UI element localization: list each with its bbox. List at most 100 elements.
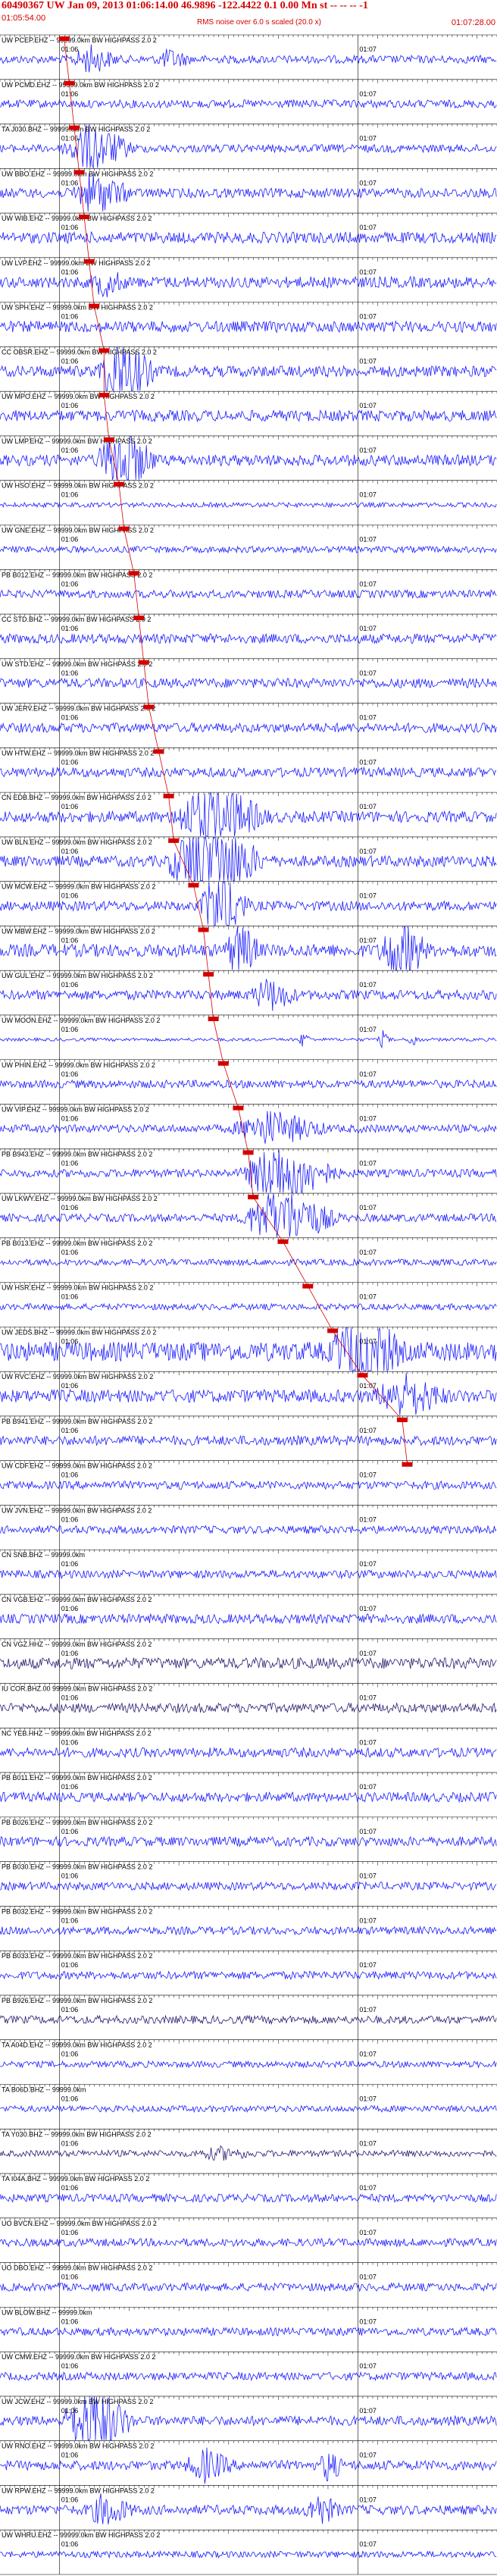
trace-row: PB B941.EHZ -- 99999.0km BW HIGHPASS 2.0…	[0, 1415, 497, 1446]
time-tick-label: 01:07	[359, 714, 377, 722]
trace-row: PB B033.EHZ -- 99999.0km BW HIGHPASS 2.0…	[0, 1950, 497, 1981]
waveform-line	[0, 501, 497, 509]
time-tick-label: 01:06	[61, 936, 79, 944]
time-tick-label: 01:06	[61, 714, 79, 722]
waveform-line	[0, 1970, 497, 1981]
trace-row: CN VGB.EHZ -- 99999.0km BW HIGHPASS 2.0 …	[0, 1594, 497, 1625]
trace-label: CC OBSR.EHZ -- 99999.0km BW HIGHPASS 2.0…	[2, 348, 157, 356]
trace-row: PB B026.EHZ -- 99999.0km BW HIGHPASS 2.0…	[0, 1816, 497, 1847]
time-tick-label: 01:06	[61, 1293, 79, 1301]
waveform-line	[0, 1372, 497, 1415]
time-tick-label: 01:06	[61, 224, 79, 231]
waveform-line	[0, 1926, 497, 1936]
trace-row: UW BLN.EHZ -- 99999.0km BW HIGHPASS 2.0 …	[0, 836, 497, 882]
waveform-line	[0, 1434, 497, 1446]
time-tick-label: 01:07	[359, 1204, 377, 1211]
waveform-line	[0, 1302, 497, 1312]
time-tick-label: 01:06	[61, 179, 79, 186]
time-tick-label: 01:07	[359, 447, 377, 454]
time-tick-label: 01:06	[61, 1427, 79, 1434]
trace-label: CC STD.BHZ -- 99999.0km BW HIGHPASS 2.0 …	[2, 616, 151, 623]
time-tick-label: 01:06	[61, 535, 79, 543]
trace-row: UW SPH.EHZ -- 99999.0km BW HIGHPASS 2.0 …	[0, 302, 497, 334]
start-time: 01:05:54.00	[2, 14, 46, 23]
time-tick-label: 01:06	[61, 90, 79, 98]
waveform-line	[0, 545, 497, 554]
trace-row: CC OBSR.EHZ -- 99999.0km BW HIGHPASS 2.0…	[0, 346, 497, 392]
trace-label: UW PHIN.EHZ -- 99999.0km BW HIGHPASS 2.0…	[2, 1061, 155, 1069]
time-tick-label: 01:06	[61, 1783, 79, 1791]
time-tick-label: 01:06	[61, 357, 79, 365]
time-tick-label: 01:07	[359, 1471, 377, 1479]
trace-label: PB B941.EHZ -- 99999.0km BW HIGHPASS 2.0…	[2, 1418, 152, 1425]
trace-label: PB B026.EHZ -- 99999.0km BW HIGHPASS 2.0…	[2, 1819, 152, 1826]
time-tick-label: 01:07	[359, 1026, 377, 1033]
trace-label: UW PCEP.EHZ -- 99999.0km BW HIGHPASS 2.0…	[2, 36, 157, 44]
waveform-line	[0, 2060, 497, 2069]
time-tick-label: 01:06	[61, 1382, 79, 1390]
trace-row: UW JVN.EHZ -- 99999.0km BW HIGHPASS 2.0 …	[0, 1505, 497, 1535]
trace-row: TA A04D.EHZ -- 99999.0km BW HIGHPASS 2.0…	[0, 2039, 497, 2069]
trace-row: PB B030.EHZ -- 99999.0km BW HIGHPASS 2.0…	[0, 1861, 497, 1891]
trace-row: UW JEDS.BHZ -- 99999.0km BW HIGHPASS 2.0…	[0, 1327, 497, 1372]
trace-row: UW JERV.EHZ -- 99999.0km BW HIGHPASS 2.0…	[0, 703, 497, 734]
trace-label: UW HSR.EHZ -- 99999.0km BW HIGHPASS 2.0 …	[2, 1284, 153, 1292]
trace-label: UW GNE.EHZ -- 99999.0km BW HIGHPASS 2.0 …	[2, 526, 154, 534]
time-tick-label: 01:06	[61, 1249, 79, 1256]
trace-label: UW MBW.EHZ -- 99999.0km BW HIGHPASS 2.0 …	[2, 927, 155, 935]
time-tick-label: 01:07	[359, 313, 377, 321]
trace-label: UW STD.EHZ -- 99999.0km BW HIGHPASS 2.0 …	[2, 660, 152, 668]
waveform-line	[0, 1881, 497, 1891]
time-tick-label: 01:06	[61, 1828, 79, 1835]
time-tick-label: 01:07	[359, 803, 377, 810]
time-tick-label: 01:06	[61, 2006, 79, 2013]
waveform-line	[0, 173, 497, 212]
trace-row: UW STD.EHZ -- 99999.0km BW HIGHPASS 2.0 …	[0, 658, 497, 689]
trace-label: CN EDB.BHZ -- 99999.0km BW HIGHPASS 2.0 …	[2, 794, 152, 801]
trace-row: UW HTW.EHZ -- 99999.0km BW HIGHPASS 2.0 …	[0, 747, 497, 779]
trace-row: NC YEB.HHZ -- 99999.0km BW HIGHPASS 2.0 …	[0, 1728, 497, 1759]
trace-label: CN SNB.BHZ -- 99999.0km	[2, 1551, 85, 1559]
waveform-line	[0, 837, 497, 882]
waveform-line	[0, 2014, 497, 2026]
time-tick-label: 01:07	[359, 625, 377, 632]
time-tick-label: 01:06	[61, 803, 79, 810]
time-tick-label: 01:06	[61, 1694, 79, 1702]
time-tick-label: 01:06	[61, 313, 79, 321]
time-tick-label: 01:07	[359, 179, 377, 186]
trace-label: UW WIB.EHZ -- 99999.0km BW HIGHPASS 2.0 …	[2, 215, 152, 222]
time-tick-label: 01:07	[359, 1382, 377, 1390]
waveform-line	[0, 436, 497, 481]
time-tick-label: 01:06	[61, 2051, 79, 2058]
time-tick-label: 01:07	[359, 1783, 377, 1791]
trace-label: PB B032.EHZ -- 99999.0km BW HIGHPASS 2.0…	[2, 1907, 152, 1915]
time-tick-label: 01:07	[359, 1605, 377, 1612]
trace-row: UW GNE.EHZ -- 99999.0km BW HIGHPASS 2.0 …	[0, 525, 497, 554]
trace-row: UW CDF.EHZ -- 99999.0km BW HIGHPASS 2.0 …	[0, 1460, 497, 1490]
waveform-line	[0, 1258, 497, 1267]
trace-row: UW WIB.EHZ -- 99999.0km BW HIGHPASS 2.0 …	[0, 212, 497, 244]
waveform-line	[0, 320, 497, 334]
time-tick-label: 01:06	[61, 45, 79, 53]
time-tick-label: 01:07	[359, 1115, 377, 1123]
trace-row: UW PHIN.EHZ -- 99999.0km BW HIGHPASS 2.0…	[0, 1059, 497, 1089]
trace-label: UW BLN.EHZ -- 99999.0km BW HIGHPASS 2.0 …	[2, 838, 152, 846]
trace-row: CC STD.BHZ -- 99999.0km BW HIGHPASS 2.0 …	[0, 613, 497, 645]
waveform-line	[0, 99, 497, 109]
time-tick-label: 01:06	[61, 1026, 79, 1033]
time-tick-label: 01:07	[359, 1070, 377, 1078]
trace-row: UW MOON.EHZ -- 99999.0km BW HIGHPASS 2.0…	[0, 1014, 497, 1049]
waveform-line	[0, 44, 497, 73]
time-tick-label: 01:07	[359, 1694, 377, 1702]
time-tick-label: 01:07	[359, 1337, 377, 1345]
waveform-line	[0, 1702, 497, 1714]
trace-label: UW CDF.EHZ -- 99999.0km BW HIGHPASS 2.0 …	[2, 1462, 152, 1470]
time-tick-label: 01:06	[61, 669, 79, 677]
time-tick-label: 01:06	[61, 135, 79, 143]
trace-label: UW MOON.EHZ -- 99999.0km BW HIGHPASS 2.0…	[2, 1017, 160, 1024]
time-tick-label: 01:07	[359, 848, 377, 855]
time-tick-label: 01:07	[359, 135, 377, 143]
trace-row: PB B926.EHZ -- 99999.0km BW HIGHPASS 2.0…	[0, 1995, 497, 2026]
waveform-line	[0, 1612, 497, 1625]
